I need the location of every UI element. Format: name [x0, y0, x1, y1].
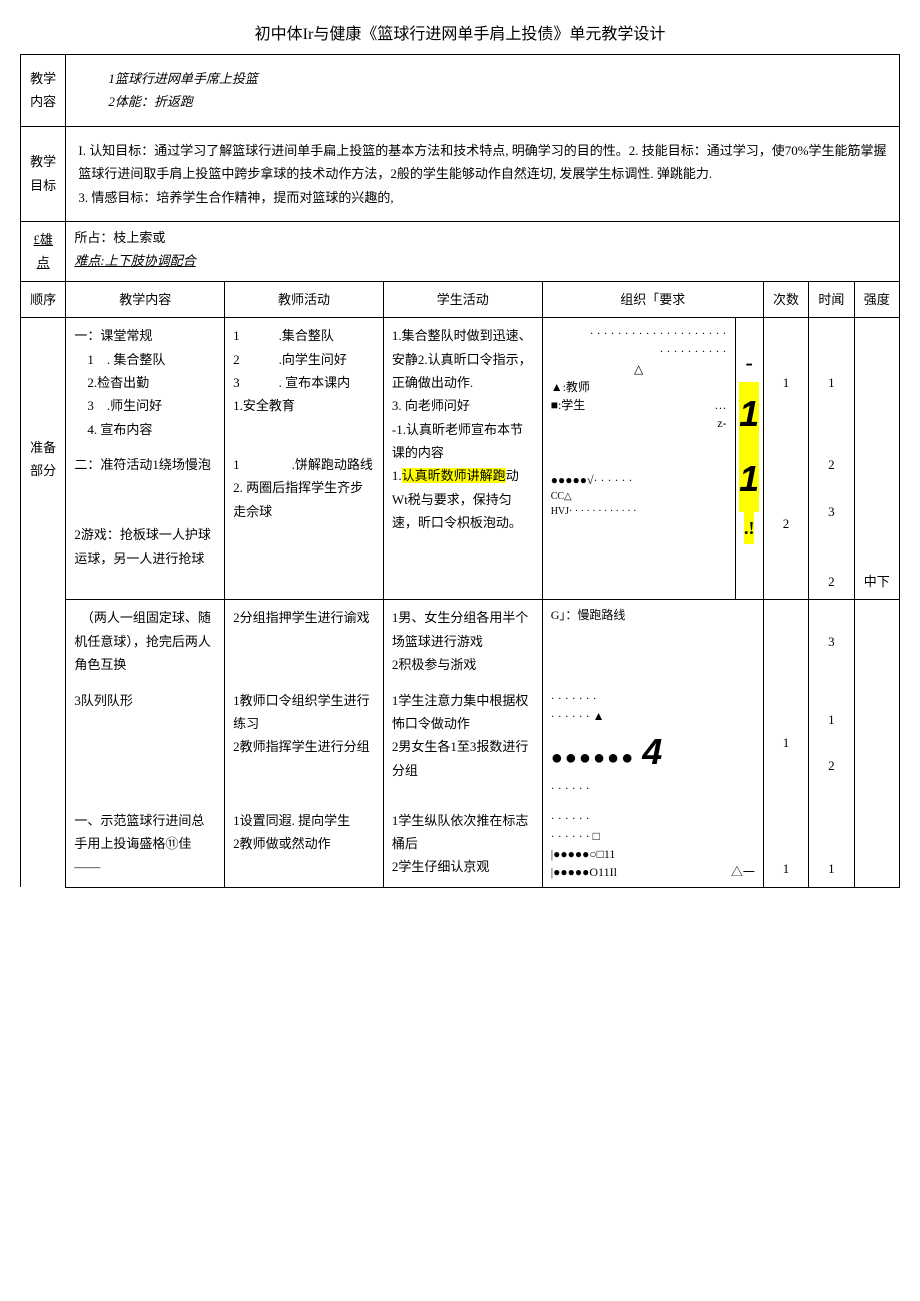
teaching-content-cell: 1篮球行进网单手席上投篮 2体能：折返跑	[66, 55, 900, 127]
prep-r2-org: ●●●●●√· · · · · · CC△ HVJ· · · · · · · ·…	[542, 447, 735, 600]
prep-r1-times: 1	[763, 318, 808, 447]
prep-r1-content: 一：课堂常规 1 . 集合整队 2.检杳出勤 3 .师生问好 4. 宣布内容	[66, 318, 225, 447]
key-points-label: £雄点	[21, 221, 66, 281]
prep-label: 准备部分	[21, 318, 66, 600]
prep-r2-intensity: 中下	[854, 447, 899, 600]
header-order: 顺序	[21, 281, 66, 317]
prep-r2-sidecol: 1 .!	[735, 447, 763, 600]
prep-r4-org: · · · · · · · · · · · · · ▲ ●●●●●● 4 · ·…	[542, 683, 763, 803]
prep-r3-teacher: 2分组指押学生进行谕戏	[225, 600, 384, 683]
prep-r5-teacher: 1设置同遐. 提向学生 2教师做或然动作	[225, 803, 384, 888]
prep-r2-teacher: 1 .饼解跑动路线 2. 两圈后指挥学生齐步走佘球	[225, 447, 384, 600]
prep-r4-content: 3队列队形	[66, 683, 225, 803]
teaching-content-label: 教学内容	[21, 55, 66, 127]
prep-r5-student: 1学生纵队依次推在标志桶后 2学生仔细认京观	[383, 803, 542, 888]
goals-text-2: 3. 情感目标：培养学生合作精神，提而对篮球的兴趣的,	[78, 186, 887, 209]
prep-r2-times: 2	[763, 447, 808, 600]
goals-text-1: I. 认知目标：通过学习了解篮球行进间单手扁上投篮的基本方法和技术特点, 明确学…	[78, 139, 887, 186]
lesson-plan-table: 教学内容 1篮球行进网单手席上投篮 2体能：折返跑 教学目标 I. 认知目标：通…	[20, 54, 900, 888]
prep-r1-teacher: 1 .集合整队 2 .向学生问好 3 . 宣布本课内 1.安全教育	[225, 318, 384, 447]
prep-r1-sidecol: - 1	[735, 318, 763, 447]
prep-r2-content: 二：准符活动1绕场慢泡 2游戏：抢板球一人护球运球，另一人进行抢球	[66, 447, 225, 600]
prep-r1-time: 1	[809, 318, 854, 447]
prep-r2-time: 2 3 2	[809, 447, 854, 600]
teaching-goals-label: 教学目标	[21, 126, 66, 221]
teaching-goals-cell: I. 认知目标：通过学习了解篮球行进间单手扁上投篮的基本方法和技术特点, 明确学…	[66, 126, 900, 221]
prep-r4-time: 1 2	[809, 683, 854, 803]
prep-r5-times: 1	[763, 803, 808, 888]
prep-r4-student: 1学生注意力集中根据权怖口令做动作 2男女生各1至3报数进行分组	[383, 683, 542, 803]
key-point-2: 难点:上下肢协调配合	[74, 249, 891, 272]
prep-r5-org: · · · · · · · · · · · · □ |●●●●●○□11 |●●…	[542, 803, 763, 888]
prep-r5-content: 一、示范篮球行进间总手用上投诲盛格⑪佳——	[66, 803, 225, 888]
prep-r3-content: （两人一组固定球、随机任意球），抢完后两人角色互换	[66, 600, 225, 683]
header-time: 时闻	[809, 281, 854, 317]
prep-r3-student: 1男、女生分组各用半个场篮球进行游戏 2积极参与浙戏	[383, 600, 542, 683]
key-point-1: 所占：枝上索或	[74, 226, 891, 249]
prep-r4-teacher: 1教师口令组织学生进行练习 2教师指挥学生进行分组	[225, 683, 384, 803]
prep-r3-intensity	[854, 600, 899, 683]
prep-r1-student: 1.集合整队时做到迅速、安静2.认真昕口令指示，正确做出动作. 3. 向老师问好…	[383, 318, 542, 600]
header-intensity: 强度	[854, 281, 899, 317]
prep-r5-time: 1	[809, 803, 854, 888]
prep-label-cont	[21, 600, 66, 887]
key-points-cell: 所占：枝上索或 难点:上下肢协调配合	[66, 221, 900, 281]
header-student: 学生活动	[383, 281, 542, 317]
header-times: 次数	[763, 281, 808, 317]
prep-r3-time: 3	[809, 600, 854, 683]
prep-r4-times: 1	[763, 683, 808, 803]
page-title: 初中体Ir与健康《篮球行进网单手肩上投债》单元教学设计	[20, 20, 900, 44]
prep-r3-times	[763, 600, 808, 683]
content-item-2: 2体能：折返跑	[78, 90, 887, 113]
prep-r1-org: · · · · · · · · · · · · · · · · · · · · …	[542, 318, 735, 447]
header-teacher: 教师活动	[225, 281, 384, 317]
content-item-1: 1篮球行进网单手席上投篮	[78, 67, 887, 90]
header-org: 组织「要求	[542, 281, 763, 317]
prep-r5-intensity	[854, 803, 899, 888]
prep-r3-org: G」：慢跑路线	[542, 600, 763, 683]
prep-r4-intensity	[854, 683, 899, 803]
prep-r1-intensity	[854, 318, 899, 447]
header-content: 教学内容	[66, 281, 225, 317]
